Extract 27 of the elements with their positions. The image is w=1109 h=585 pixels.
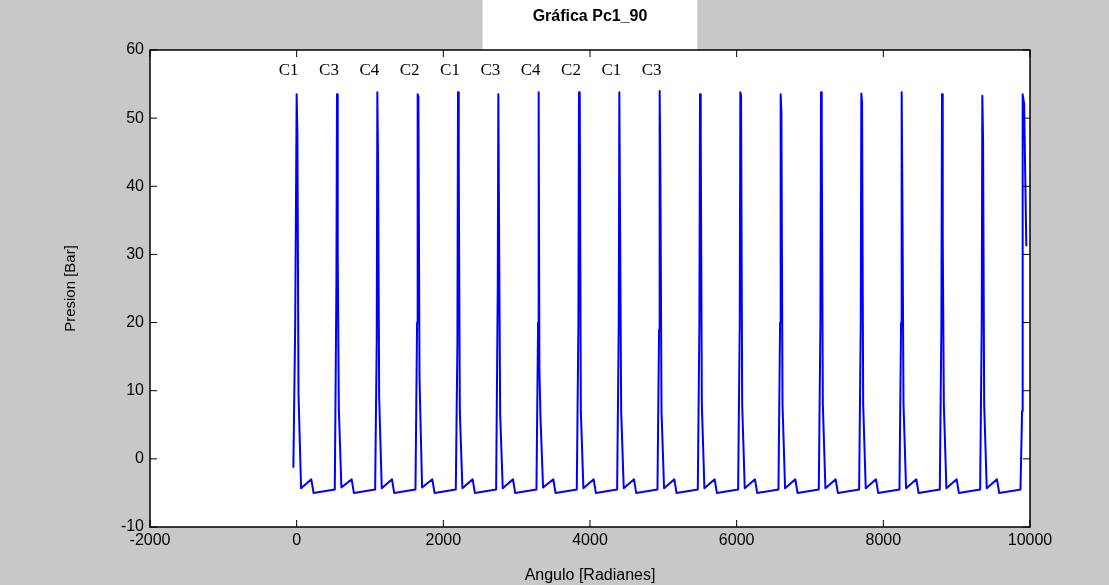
y-tick-label: 0 [135, 449, 145, 467]
x-tick-label: 8000 [865, 531, 902, 549]
y-axis-title: Presion [Bar] [61, 245, 79, 332]
x-axis-title: Angulo [Radianes] [524, 565, 656, 583]
x-tick-label: 10000 [1007, 531, 1053, 549]
y-tick-label: 30 [126, 244, 145, 262]
x-tick-label: 2000 [425, 531, 462, 549]
annotation: C4 [520, 60, 542, 80]
annotation: C2 [561, 60, 581, 80]
chart-title: Gráfica Pc1_90 [532, 7, 648, 25]
y-tick-label: 50 [126, 108, 145, 126]
y-tick-label: 20 [126, 312, 145, 330]
x-tick-label: 0 [292, 531, 302, 549]
y-tick-label: 60 [126, 40, 145, 58]
annotation: C3 [319, 60, 339, 80]
x-tick-label: 4000 [572, 531, 608, 549]
annotation: C3 [641, 60, 662, 80]
y-tick-label: 10 [126, 381, 145, 399]
x-tick-label: -2000 [129, 531, 171, 549]
annotation: C2 [399, 60, 420, 80]
annotation: C1 [278, 60, 299, 80]
y-tick-label: 40 [126, 176, 145, 194]
annotation: C1 [440, 60, 460, 80]
annotation: C1 [601, 60, 622, 80]
x-tick-label: 6000 [718, 531, 755, 549]
annotation: C4 [359, 60, 380, 80]
annotation: C3 [480, 60, 501, 80]
